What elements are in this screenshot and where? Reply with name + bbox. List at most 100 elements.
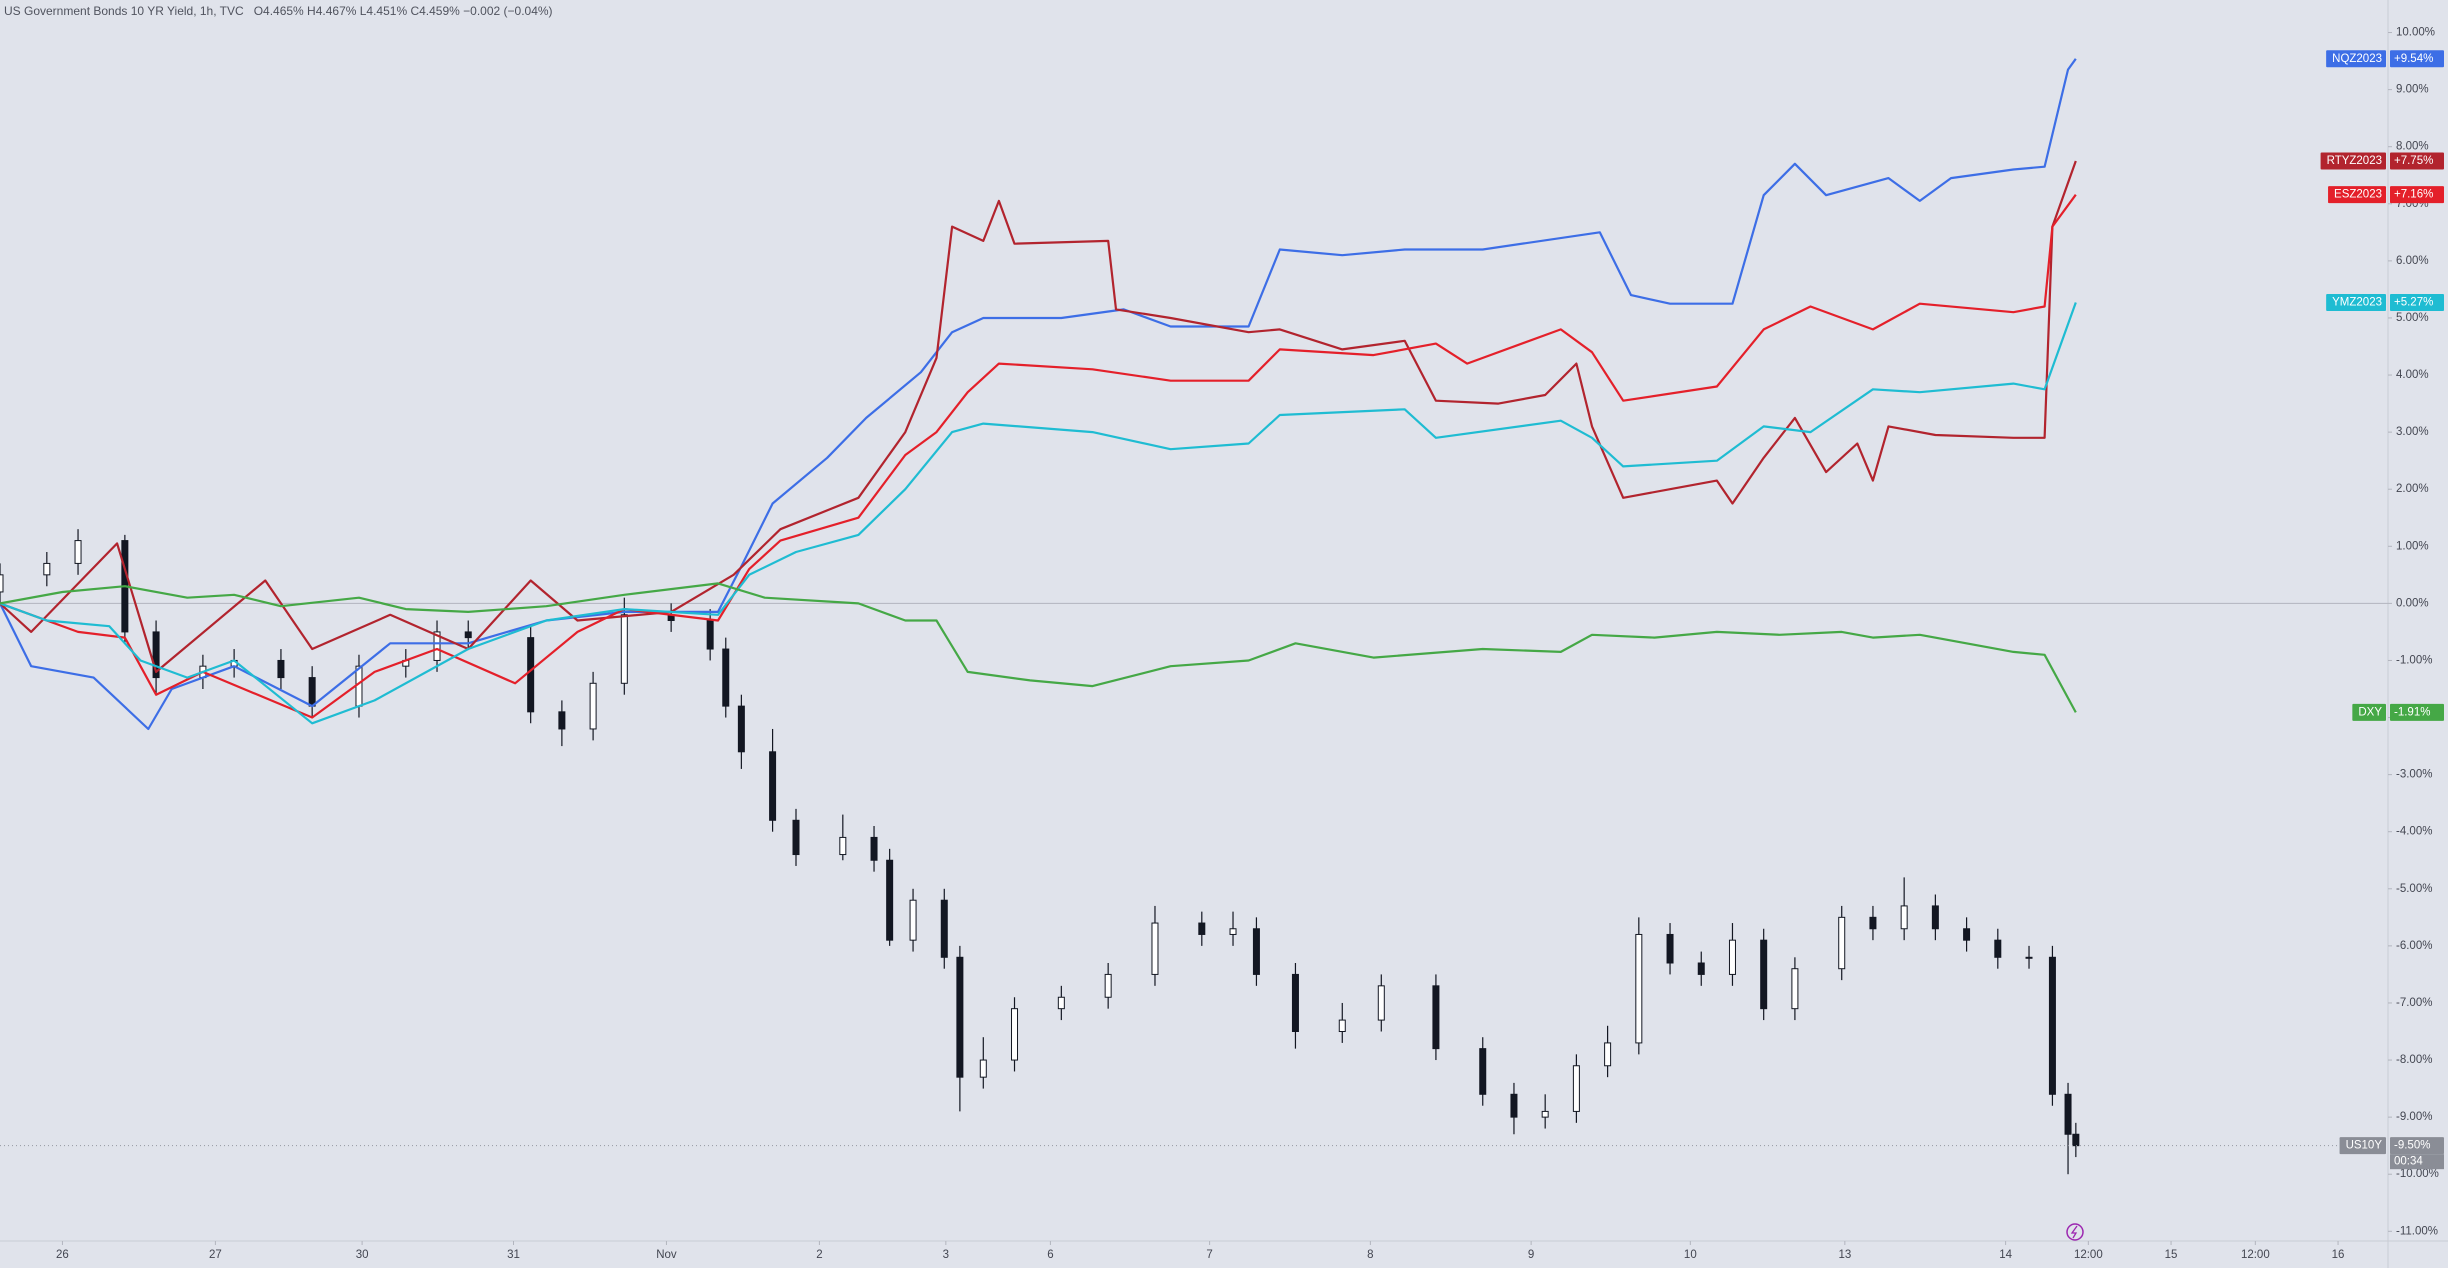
x-tick-label: 7 xyxy=(1206,1249,1212,1261)
candle-body xyxy=(1900,905,1908,930)
candle-body xyxy=(2072,1133,2080,1147)
series-line xyxy=(0,582,2077,713)
candle-body xyxy=(0,574,4,593)
candle-body xyxy=(620,614,628,684)
badge-value-box xyxy=(2390,1137,2444,1155)
candle-body xyxy=(940,899,948,958)
candle-body xyxy=(1994,939,2002,958)
series-line xyxy=(0,194,2077,719)
candle-body xyxy=(792,819,800,856)
candle-body xyxy=(1572,1065,1580,1112)
badge-name: NQZ2023 xyxy=(2332,53,2382,65)
y-tick-label: 5.00% xyxy=(2396,312,2429,324)
candle-body xyxy=(464,631,472,639)
badge-name-box xyxy=(2326,294,2386,312)
candle-body xyxy=(1760,939,1768,1010)
y-tick-label: 0.00% xyxy=(2396,597,2429,609)
candle-body xyxy=(2025,956,2033,959)
candle-body xyxy=(1510,1093,1518,1118)
badge-value-box xyxy=(2390,294,2444,312)
badge-name-box xyxy=(2352,703,2386,721)
ohlc-legend: O4.465% H4.467% L4.451% C4.459% −0.002 (… xyxy=(254,4,553,18)
x-tick-label: 3 xyxy=(943,1249,949,1261)
x-tick-label: 16 xyxy=(2332,1249,2345,1261)
y-tick-label: -10.00% xyxy=(2396,1168,2439,1180)
candle-body xyxy=(870,836,878,861)
candle-body xyxy=(1635,933,1643,1044)
y-tick-label: -9.00% xyxy=(2396,1111,2432,1123)
x-tick-label: 30 xyxy=(356,1249,369,1261)
candle-body xyxy=(1604,1042,1612,1067)
candle-body xyxy=(2064,1093,2072,1135)
badge-value: -1.91% xyxy=(2394,706,2430,718)
y-tick-label: 6.00% xyxy=(2396,255,2429,267)
candle-body xyxy=(1377,985,1385,1021)
badge-value-box xyxy=(2390,703,2444,721)
candle-body xyxy=(308,677,316,707)
candle-body xyxy=(43,562,51,576)
candle-body xyxy=(1869,916,1877,930)
countdown-box xyxy=(2390,1154,2444,1170)
candle-body xyxy=(737,705,745,753)
badge-name: YMZ2023 xyxy=(2332,297,2382,309)
candle-body xyxy=(1697,962,1705,975)
y-tick-label: -3.00% xyxy=(2396,769,2432,781)
candle-body xyxy=(1338,1019,1346,1033)
candle-body xyxy=(1057,996,1065,1010)
candle-body xyxy=(1011,1008,1019,1061)
candle-body xyxy=(589,682,597,730)
candle-body xyxy=(558,711,566,730)
x-tick-label: Nov xyxy=(656,1249,677,1261)
x-tick-label: 14 xyxy=(1999,1249,2012,1261)
badge-name: RTYZ2023 xyxy=(2327,155,2382,167)
x-tick-label: 8 xyxy=(1367,1249,1373,1261)
x-tick-label: 10 xyxy=(1684,1249,1697,1261)
y-tick-label: 10.00% xyxy=(2396,27,2435,39)
candle-body xyxy=(277,659,285,679)
event-icon[interactable] xyxy=(2066,1223,2084,1241)
x-tick-label: 2 xyxy=(816,1249,822,1261)
candle-body xyxy=(909,899,917,941)
candle-body xyxy=(1104,973,1112,998)
badge-value: +7.16% xyxy=(2394,189,2433,201)
candle-body xyxy=(1666,933,1674,964)
candle-body xyxy=(886,859,894,941)
candle-body xyxy=(1479,1048,1487,1095)
badge-name-box xyxy=(2326,50,2386,68)
y-tick-label: 9.00% xyxy=(2396,84,2429,96)
badge-name-box xyxy=(2339,1137,2386,1155)
badge-value-box xyxy=(2390,152,2444,170)
candle-body xyxy=(1432,985,1440,1050)
y-tick-label: -4.00% xyxy=(2396,826,2432,838)
x-tick-label: 12:00 xyxy=(2241,1249,2270,1261)
candle-body xyxy=(1252,928,1260,975)
badge-value: -9.50% xyxy=(2394,1140,2430,1152)
candle-body xyxy=(722,648,730,707)
y-tick-label: -6.00% xyxy=(2396,940,2432,952)
candle-body xyxy=(1931,905,1939,930)
x-tick-label: 6 xyxy=(1047,1249,1053,1261)
y-tick-label: -11.00% xyxy=(2396,1225,2438,1237)
candle-body xyxy=(527,637,535,713)
badge-value: +9.54% xyxy=(2394,53,2433,65)
event-icon-bolt xyxy=(2070,1225,2078,1239)
chart-title: US Government Bonds 10 YR Yield, 1h, TVC xyxy=(4,4,244,18)
candle-body xyxy=(1291,973,1299,1033)
x-tick-label: 9 xyxy=(1528,1249,1534,1261)
badge-value: +7.75% xyxy=(2394,155,2433,167)
badges: US10Y -9.50% 00:34 NQZ2023 +9.54% RTYZ2023 +7.… xyxy=(0,50,2444,1170)
candle-body xyxy=(1728,939,1736,975)
candle-body xyxy=(1791,968,1799,1010)
candle-body xyxy=(1229,928,1237,935)
candle-body xyxy=(1838,916,1846,970)
x-tick-label: 26 xyxy=(56,1249,69,1261)
y-tick-label: -7.00% xyxy=(2396,997,2432,1009)
candle-body xyxy=(152,631,160,679)
y-tick-label: 4.00% xyxy=(2396,369,2429,381)
y-tick-label: -8.00% xyxy=(2396,1054,2432,1066)
candle-body xyxy=(769,751,777,821)
x-tick-label: 31 xyxy=(507,1249,520,1261)
plot xyxy=(0,58,2080,1175)
